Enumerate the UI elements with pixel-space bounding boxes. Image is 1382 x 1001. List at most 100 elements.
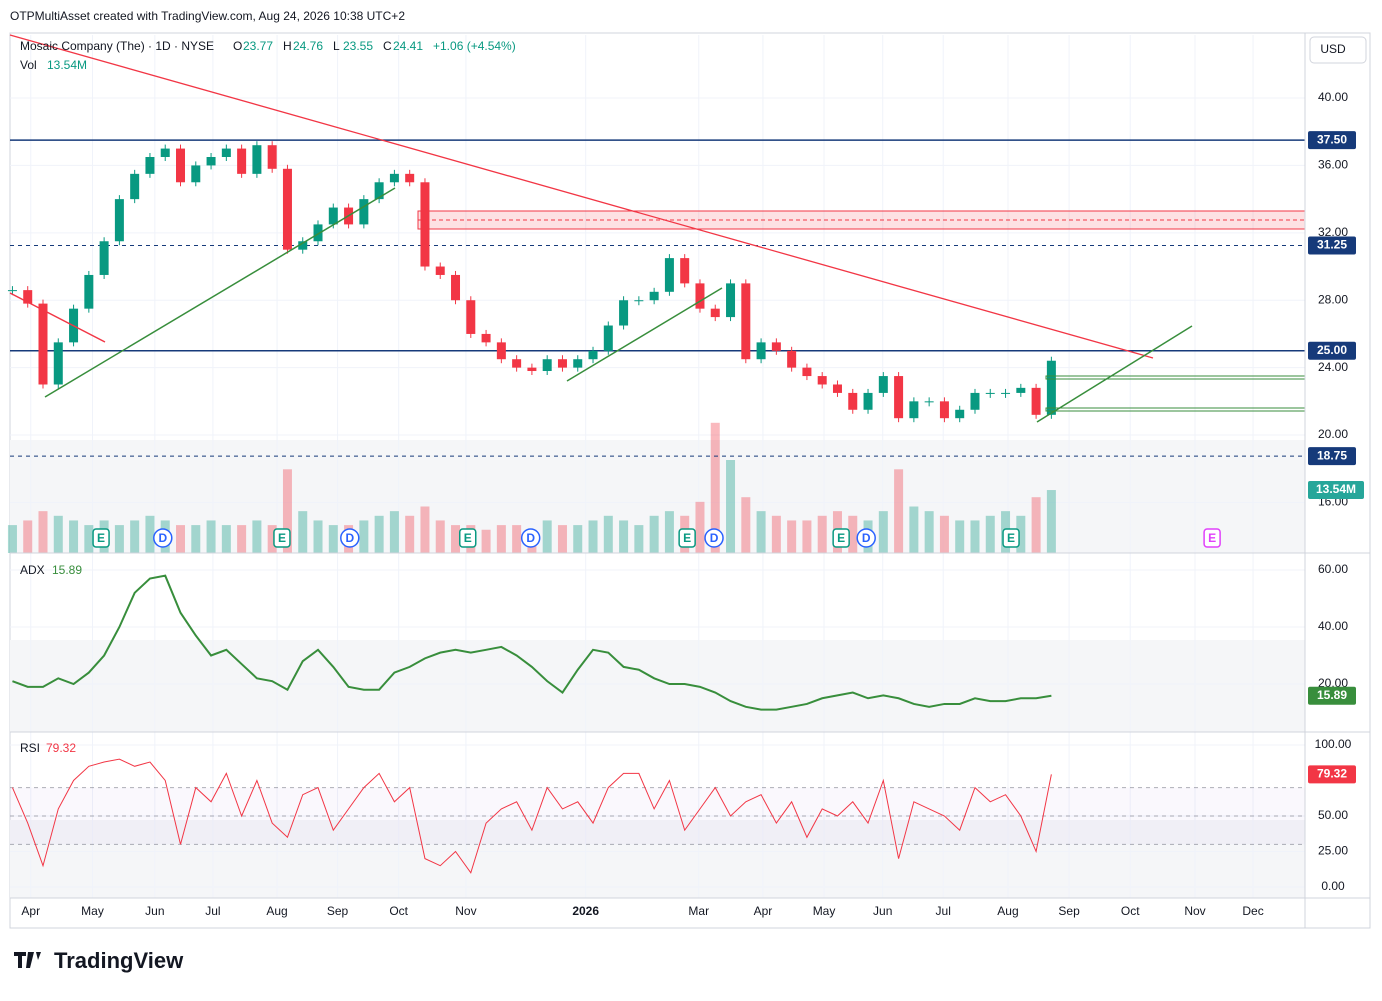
- volume-bar: [695, 501, 705, 553]
- candle: [634, 300, 644, 302]
- adx-title: ADX: [20, 563, 45, 577]
- x-tick-label: Jul: [205, 904, 220, 918]
- volume-bar: [1016, 515, 1026, 553]
- x-tick-label: Sep: [1058, 904, 1080, 918]
- labels: Apr May Jun Jul Aug Sep Oct Nov 2026 Mar Apr May Jun…: [21, 39, 1364, 918]
- currency-box[interactable]: [1309, 36, 1367, 64]
- candle: [145, 157, 155, 174]
- volume-bar: [970, 520, 980, 553]
- volume-bar: [1046, 490, 1056, 553]
- x-tick-label: Jun: [145, 904, 164, 918]
- volume-bar: [985, 515, 995, 553]
- volume-bar: [939, 515, 949, 553]
- volume-bar: [53, 515, 63, 553]
- candle: [114, 199, 124, 242]
- volume-bar: [848, 515, 858, 553]
- trendline: [9, 292, 106, 343]
- y-tick-label: 20.00: [1318, 427, 1348, 441]
- volume-bar: [237, 525, 247, 553]
- level-tag: [1308, 341, 1356, 360]
- event-label: E: [837, 531, 845, 545]
- candle: [542, 359, 552, 372]
- candle: [451, 274, 461, 301]
- indicator-line: [12, 574, 1052, 711]
- candle: [557, 359, 567, 368]
- event-label: E: [278, 531, 286, 545]
- volume-tag: [1308, 481, 1364, 500]
- event-marker: [92, 528, 110, 548]
- candle: [1031, 387, 1041, 415]
- candle: [985, 392, 995, 394]
- y-tick-label: 40.00: [1318, 619, 1348, 633]
- volume-bar: [435, 520, 445, 553]
- header-title: OTPMultiAsset created with TradingView.c…: [10, 9, 405, 23]
- event-marker: [704, 528, 724, 548]
- rsi-value: 79.32: [46, 741, 76, 755]
- level-label: 18.75: [1317, 448, 1347, 462]
- volume-bar: [573, 525, 583, 553]
- event-label: D: [158, 531, 167, 545]
- volume-bar: [359, 520, 369, 553]
- event-label: D: [710, 531, 719, 545]
- candle: [237, 148, 247, 174]
- x-tick-label: Oct: [389, 904, 408, 918]
- volume-bar: [176, 525, 186, 553]
- volume-bar: [145, 515, 155, 553]
- ohlc-value: 23.77: [243, 39, 273, 53]
- event-label: D: [345, 531, 354, 545]
- volume-bar: [512, 525, 522, 553]
- currency[interactable]: USD: [1320, 42, 1346, 56]
- candle: [756, 342, 766, 360]
- volume-bar: [894, 469, 904, 553]
- candle: [787, 350, 797, 368]
- volume-bar: [664, 511, 674, 553]
- value-tag: [1308, 686, 1356, 705]
- event-marker: [678, 528, 696, 548]
- candle: [878, 376, 888, 393]
- x-tick-label: Jul: [936, 904, 951, 918]
- logo-mark: [14, 952, 41, 968]
- candle: [588, 350, 598, 360]
- candle: [38, 303, 48, 385]
- volume-bar: [298, 511, 308, 553]
- candle: [955, 409, 965, 419]
- ohlc-key: L: [333, 39, 340, 53]
- ohlc-value: 24.76: [293, 39, 323, 53]
- y-tick-label: 36.00: [1318, 158, 1348, 172]
- volume-bar: [405, 515, 415, 553]
- value-tag-label: 15.89: [1317, 688, 1347, 702]
- level-label: 37.50: [1317, 132, 1347, 146]
- pane-shade: [10, 440, 1305, 553]
- x-tick-label: May: [813, 904, 836, 918]
- rsi-band: [10, 787, 1305, 845]
- brand: TradingView: [54, 948, 184, 973]
- candle: [176, 148, 186, 183]
- candle: [664, 258, 674, 292]
- volume-name: Vol: [20, 58, 37, 72]
- volume-bar: [909, 506, 919, 553]
- candle: [802, 367, 812, 377]
- indicator-line: [11, 758, 1052, 874]
- candle: [619, 300, 629, 326]
- candles: [7, 141, 1056, 423]
- volume-bar: [130, 520, 140, 553]
- volume-bar: [878, 511, 888, 553]
- x-tick-label: Sep: [327, 904, 349, 918]
- candle: [435, 266, 445, 275]
- trendline: [1036, 325, 1193, 423]
- candle: [313, 224, 323, 242]
- x-tick-label: Oct: [1121, 904, 1140, 918]
- candle: [298, 241, 308, 250]
- level-tag: [1308, 131, 1356, 150]
- volume-bar: [252, 520, 262, 553]
- candle: [466, 300, 476, 334]
- candle: [252, 145, 262, 174]
- volume-bar: [481, 529, 491, 553]
- candle: [359, 199, 369, 225]
- y-tick-label: 32.00: [1318, 225, 1348, 239]
- value-tag: [1308, 765, 1356, 784]
- symbol-title: Mosaic Company (The) · 1D · NYSE: [20, 39, 214, 53]
- volume-bar: [69, 520, 79, 553]
- y-tick-label: 0.00: [1321, 879, 1345, 893]
- candle: [405, 173, 415, 183]
